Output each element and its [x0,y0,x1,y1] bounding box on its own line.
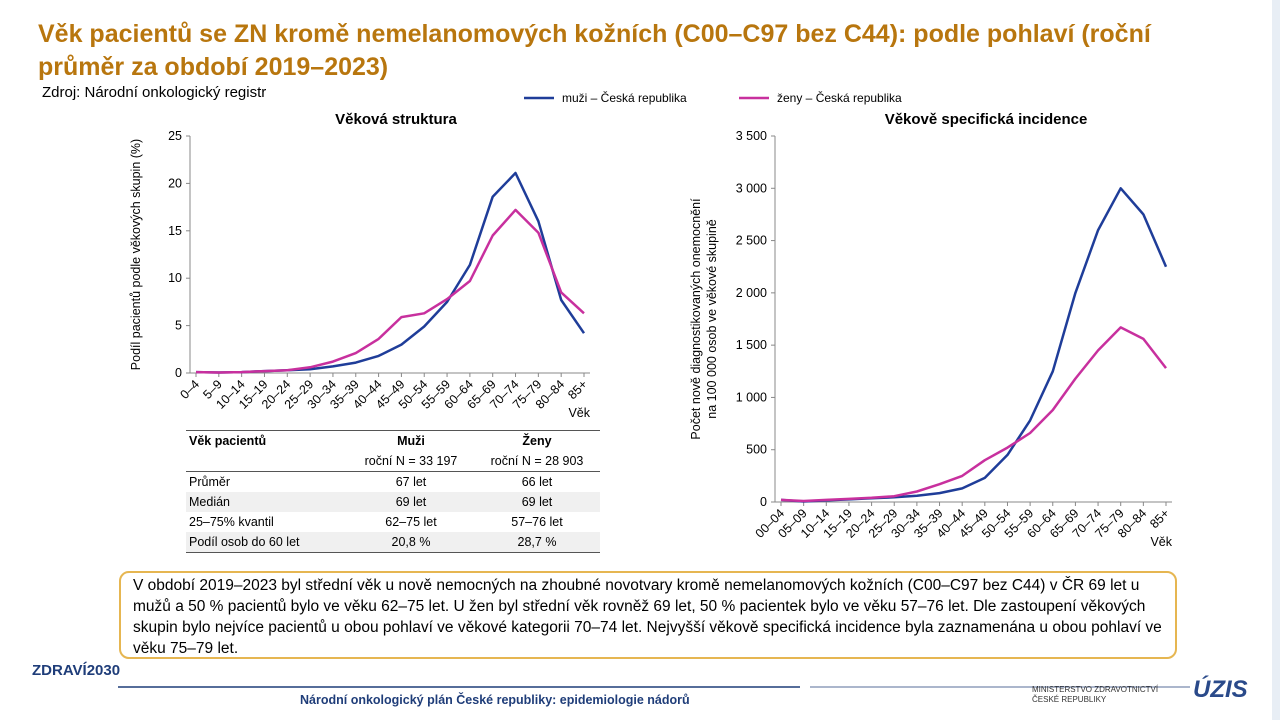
table-header: Věk pacientů Muži Ženy [186,430,600,451]
y-tick-label: 10 [168,271,182,285]
logo: ÚZIS [1193,676,1248,703]
ministry-line: MINISTERSTVO ZDRAVOTNICTVÍ [1032,685,1159,694]
table-cell: 57–76 let [511,515,563,529]
y-tick-label: 0 [175,366,182,380]
x-tick-label: 85+ [565,377,590,402]
table-cell: 28,7 % [474,532,600,553]
table-cell: 67 let [395,475,427,489]
y-axis-label: Podíl pacientů podle věkových skupin (%) [129,139,143,370]
series-line [195,208,585,374]
x-tick-label: 0–4 [177,377,202,402]
table-cell: 20,8 % [348,532,474,553]
y-tick-label: 2 500 [736,234,767,248]
y-axis-label-line: Počet nově diagnostikovaných onemocnění [689,198,703,440]
chart-title: Věkově specifická incidence [885,111,1088,128]
table-row: 25–75% kvantil 62–75 let 57–76 let [186,512,600,532]
source: Zdroj: Národní onkologický registr [42,84,267,101]
footer-text: Národní onkologický plán České republiky… [300,693,690,707]
x-axis-label: Věk [568,406,590,420]
y-tick-label: 1 000 [736,390,767,404]
subheader-cell [186,451,348,472]
subheader-cell: roční N = 28 903 [474,451,600,472]
y-tick-label: 500 [746,443,767,457]
series-line [195,171,586,374]
chart-title: Věková struktura [335,111,457,128]
header-cell: Věk pacientů [186,430,348,451]
slide-title: Věk pacientů se ZN kromě nemelanomových … [38,20,1151,81]
table-row: Průměr 67 let 66 let [186,472,600,493]
header-cell: Muži [348,430,474,451]
y-tick-label: 2 000 [736,286,767,300]
ministry: MINISTERSTVO ZDRAVOTNICTVÍ ČESKÉ REPUBLIK… [1032,685,1158,705]
logo: ZDRAVÍ2030 [32,662,121,679]
table-cell: 25–75% kvantil [189,515,274,529]
y-axis-label: Počet nově diagnostikovaných onemocnění n… [689,198,719,440]
legend-label: ženy – Česká republika [777,90,902,105]
table-cell: 69 let [474,492,600,512]
y-tick-label: 3 500 [736,129,767,143]
y-tick-label: 25 [168,129,182,143]
header-cell: Ženy [474,430,600,451]
table-cell: 66 let [521,475,553,489]
table-cell: Průměr [189,475,230,489]
summary-box: V období 2019–2023 byl střední věk u nov… [119,571,1177,659]
series-line [780,326,1167,503]
y-tick-label: 3 000 [736,181,767,195]
x-axis-label: Věk [1150,535,1172,549]
stats-table: Věk pacientů Muži Ženy roční N = 33 197 ročn… [186,430,600,553]
table-row: Medián 69 let 69 let [186,492,600,512]
series-line [780,187,1168,503]
edge [1272,0,1280,720]
y-tick-label: 5 [175,319,182,333]
table-cell: 62–75 let [385,515,437,529]
y-tick-label: 20 [168,176,182,190]
y-axis-label-line: na 100 000 osob ve věkové skupině [705,219,719,418]
table-cell: 69 let [348,492,474,512]
y-tick-label: 15 [168,224,182,238]
table-row: Podíl osob do 60 let 20,8 % 28,7 % [186,532,600,553]
ministry-line: ČESKÉ REPUBLIKY [1032,695,1107,704]
y-tick-label: 0 [760,495,767,509]
table-cell: Medián [186,492,348,512]
table-cell: Podíl osob do 60 let [186,532,348,553]
table-subheader: roční N = 33 197 roční N = 28 903 [186,451,600,472]
legend-label: muži – Česká republika [562,90,687,105]
x-tick-label: 85+ [1147,506,1172,531]
y-tick-label: 1 500 [736,338,767,352]
subheader-cell: roční N = 33 197 [348,451,474,472]
